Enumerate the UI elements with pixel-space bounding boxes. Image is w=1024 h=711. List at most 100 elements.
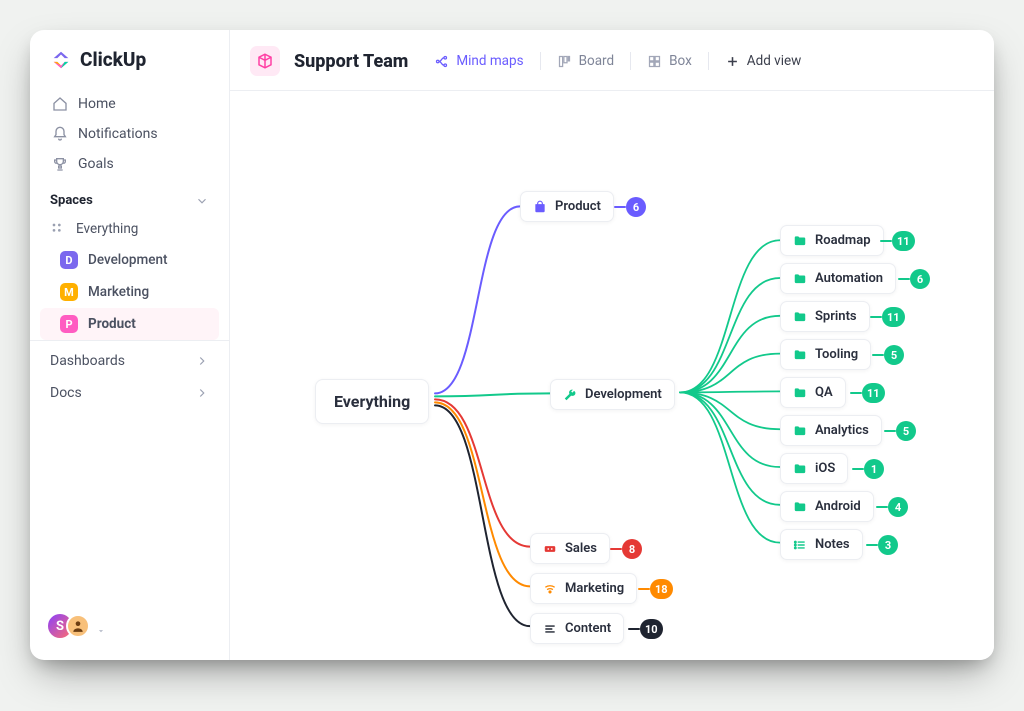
sidebar-space-product[interactable]: PProduct <box>40 308 219 340</box>
count-badge: 11 <box>892 231 915 251</box>
badge-connector <box>884 430 896 432</box>
tab-box-label: Box <box>669 53 692 69</box>
sidebar-dashboards[interactable]: Dashboards <box>30 340 229 381</box>
nav-notifications-label: Notifications <box>78 126 158 142</box>
count-badge: 11 <box>862 383 885 403</box>
badge-connector <box>870 316 882 318</box>
folder-icon <box>793 234 807 248</box>
tab-box[interactable]: Box <box>637 47 702 75</box>
node-label: Automation <box>815 271 883 286</box>
badge-connector <box>898 278 910 280</box>
chevron-down-icon <box>195 194 209 208</box>
count-badge: 11 <box>882 307 905 327</box>
trophy-icon <box>52 156 68 172</box>
space-cube-icon <box>250 46 280 76</box>
node-dev-automation[interactable]: Automation <box>780 263 896 294</box>
count-badge: 10 <box>640 619 663 639</box>
count-badge: 3 <box>878 535 898 555</box>
node-dev-roadmap[interactable]: Roadmap <box>780 225 884 256</box>
badge-connector <box>638 588 650 590</box>
app-window: ClickUp Home Notifications Goals Spaces … <box>30 30 994 660</box>
node-label: Marketing <box>565 581 624 596</box>
folder-icon <box>793 348 807 362</box>
chevron-right-icon <box>195 386 209 400</box>
ticket-icon <box>543 542 557 556</box>
count-badge: 6 <box>626 197 646 217</box>
node-marketing[interactable]: Marketing <box>530 573 637 604</box>
space-label: Development <box>88 252 168 268</box>
badge-connector <box>876 506 888 508</box>
node-dev-android[interactable]: Android <box>780 491 874 522</box>
board-icon <box>557 54 572 69</box>
node-dev-ios[interactable]: iOS <box>780 453 848 484</box>
avatar-stack[interactable]: S <box>46 612 90 640</box>
space-list: D Development MMarketingPProduct <box>30 244 229 340</box>
node-label: Android <box>815 499 861 514</box>
bell-icon <box>52 126 68 142</box>
space-badge: M <box>60 283 78 301</box>
sidebar-item-everything[interactable]: Everything <box>30 214 229 244</box>
node-label: Sales <box>565 541 597 556</box>
nav-home[interactable]: Home <box>40 89 219 119</box>
sidebar-space-marketing[interactable]: MMarketing <box>40 276 219 308</box>
lines-icon <box>543 622 557 636</box>
node-label: Notes <box>815 537 850 552</box>
node-dev-analytics[interactable]: Analytics <box>780 415 882 446</box>
node-sales[interactable]: Sales <box>530 533 610 564</box>
node-label: Tooling <box>815 347 858 362</box>
bag-icon <box>533 200 547 214</box>
folder-icon <box>793 386 807 400</box>
box-icon <box>647 54 662 69</box>
caret-down-icon[interactable] <box>96 621 106 631</box>
tab-mindmaps[interactable]: Mind maps <box>424 47 533 75</box>
node-dev-notes[interactable]: Notes <box>780 529 863 560</box>
nav-goals[interactable]: Goals <box>40 149 219 179</box>
sidebar-docs[interactable]: Docs <box>30 381 229 413</box>
node-label: QA <box>815 385 833 400</box>
list-icon <box>793 538 807 552</box>
add-view-button[interactable]: Add view <box>715 47 812 75</box>
sidebar: ClickUp Home Notifications Goals Spaces … <box>30 30 230 660</box>
tab-separator <box>630 52 631 70</box>
node-label: Content <box>565 621 611 636</box>
folder-icon <box>793 424 807 438</box>
node-development[interactable]: Development <box>550 379 675 410</box>
view-tabs: Mind maps Board Box Add view <box>424 47 811 75</box>
badge-connector <box>614 206 626 208</box>
teammate-avatar[interactable] <box>66 614 90 638</box>
mindmap-canvas[interactable]: EverythingProduct6DevelopmentSales8Marke… <box>230 91 994 660</box>
node-content[interactable]: Content <box>530 613 624 644</box>
tab-board[interactable]: Board <box>547 47 625 75</box>
nav-primary: Home Notifications Goals <box>30 87 229 181</box>
chevron-right-icon <box>195 354 209 368</box>
sidebar-footer: S <box>30 604 229 648</box>
user-initial: S <box>56 619 64 634</box>
count-badge: 4 <box>888 497 908 517</box>
app-name: ClickUp <box>80 48 146 71</box>
tab-separator <box>540 52 541 70</box>
folder-icon <box>793 462 807 476</box>
sidebar-space-development[interactable]: D Development <box>40 244 219 276</box>
node-label: Sprints <box>815 309 857 324</box>
folder-icon <box>793 500 807 514</box>
badge-connector <box>610 548 622 550</box>
dashboards-label: Dashboards <box>50 353 125 369</box>
spaces-label: Spaces <box>50 193 93 208</box>
node-label: Everything <box>334 392 410 411</box>
tab-separator <box>708 52 709 70</box>
everything-label: Everything <box>76 221 138 237</box>
badge-connector <box>628 628 640 630</box>
badge-connector <box>872 354 884 356</box>
node-dev-sprints[interactable]: Sprints <box>780 301 870 332</box>
node-dev-tooling[interactable]: Tooling <box>780 339 871 370</box>
nav-notifications[interactable]: Notifications <box>40 119 219 149</box>
topbar: Support Team Mind maps Board Box <box>230 30 994 91</box>
app-logo[interactable]: ClickUp <box>30 48 229 87</box>
spaces-header[interactable]: Spaces <box>30 181 229 214</box>
space-badge: D <box>60 251 78 269</box>
node-product[interactable]: Product <box>520 191 614 222</box>
count-badge: 1 <box>864 459 884 479</box>
folder-icon <box>793 272 807 286</box>
node-dev-qa[interactable]: QA <box>780 377 846 408</box>
node-root-everything[interactable]: Everything <box>315 379 429 424</box>
